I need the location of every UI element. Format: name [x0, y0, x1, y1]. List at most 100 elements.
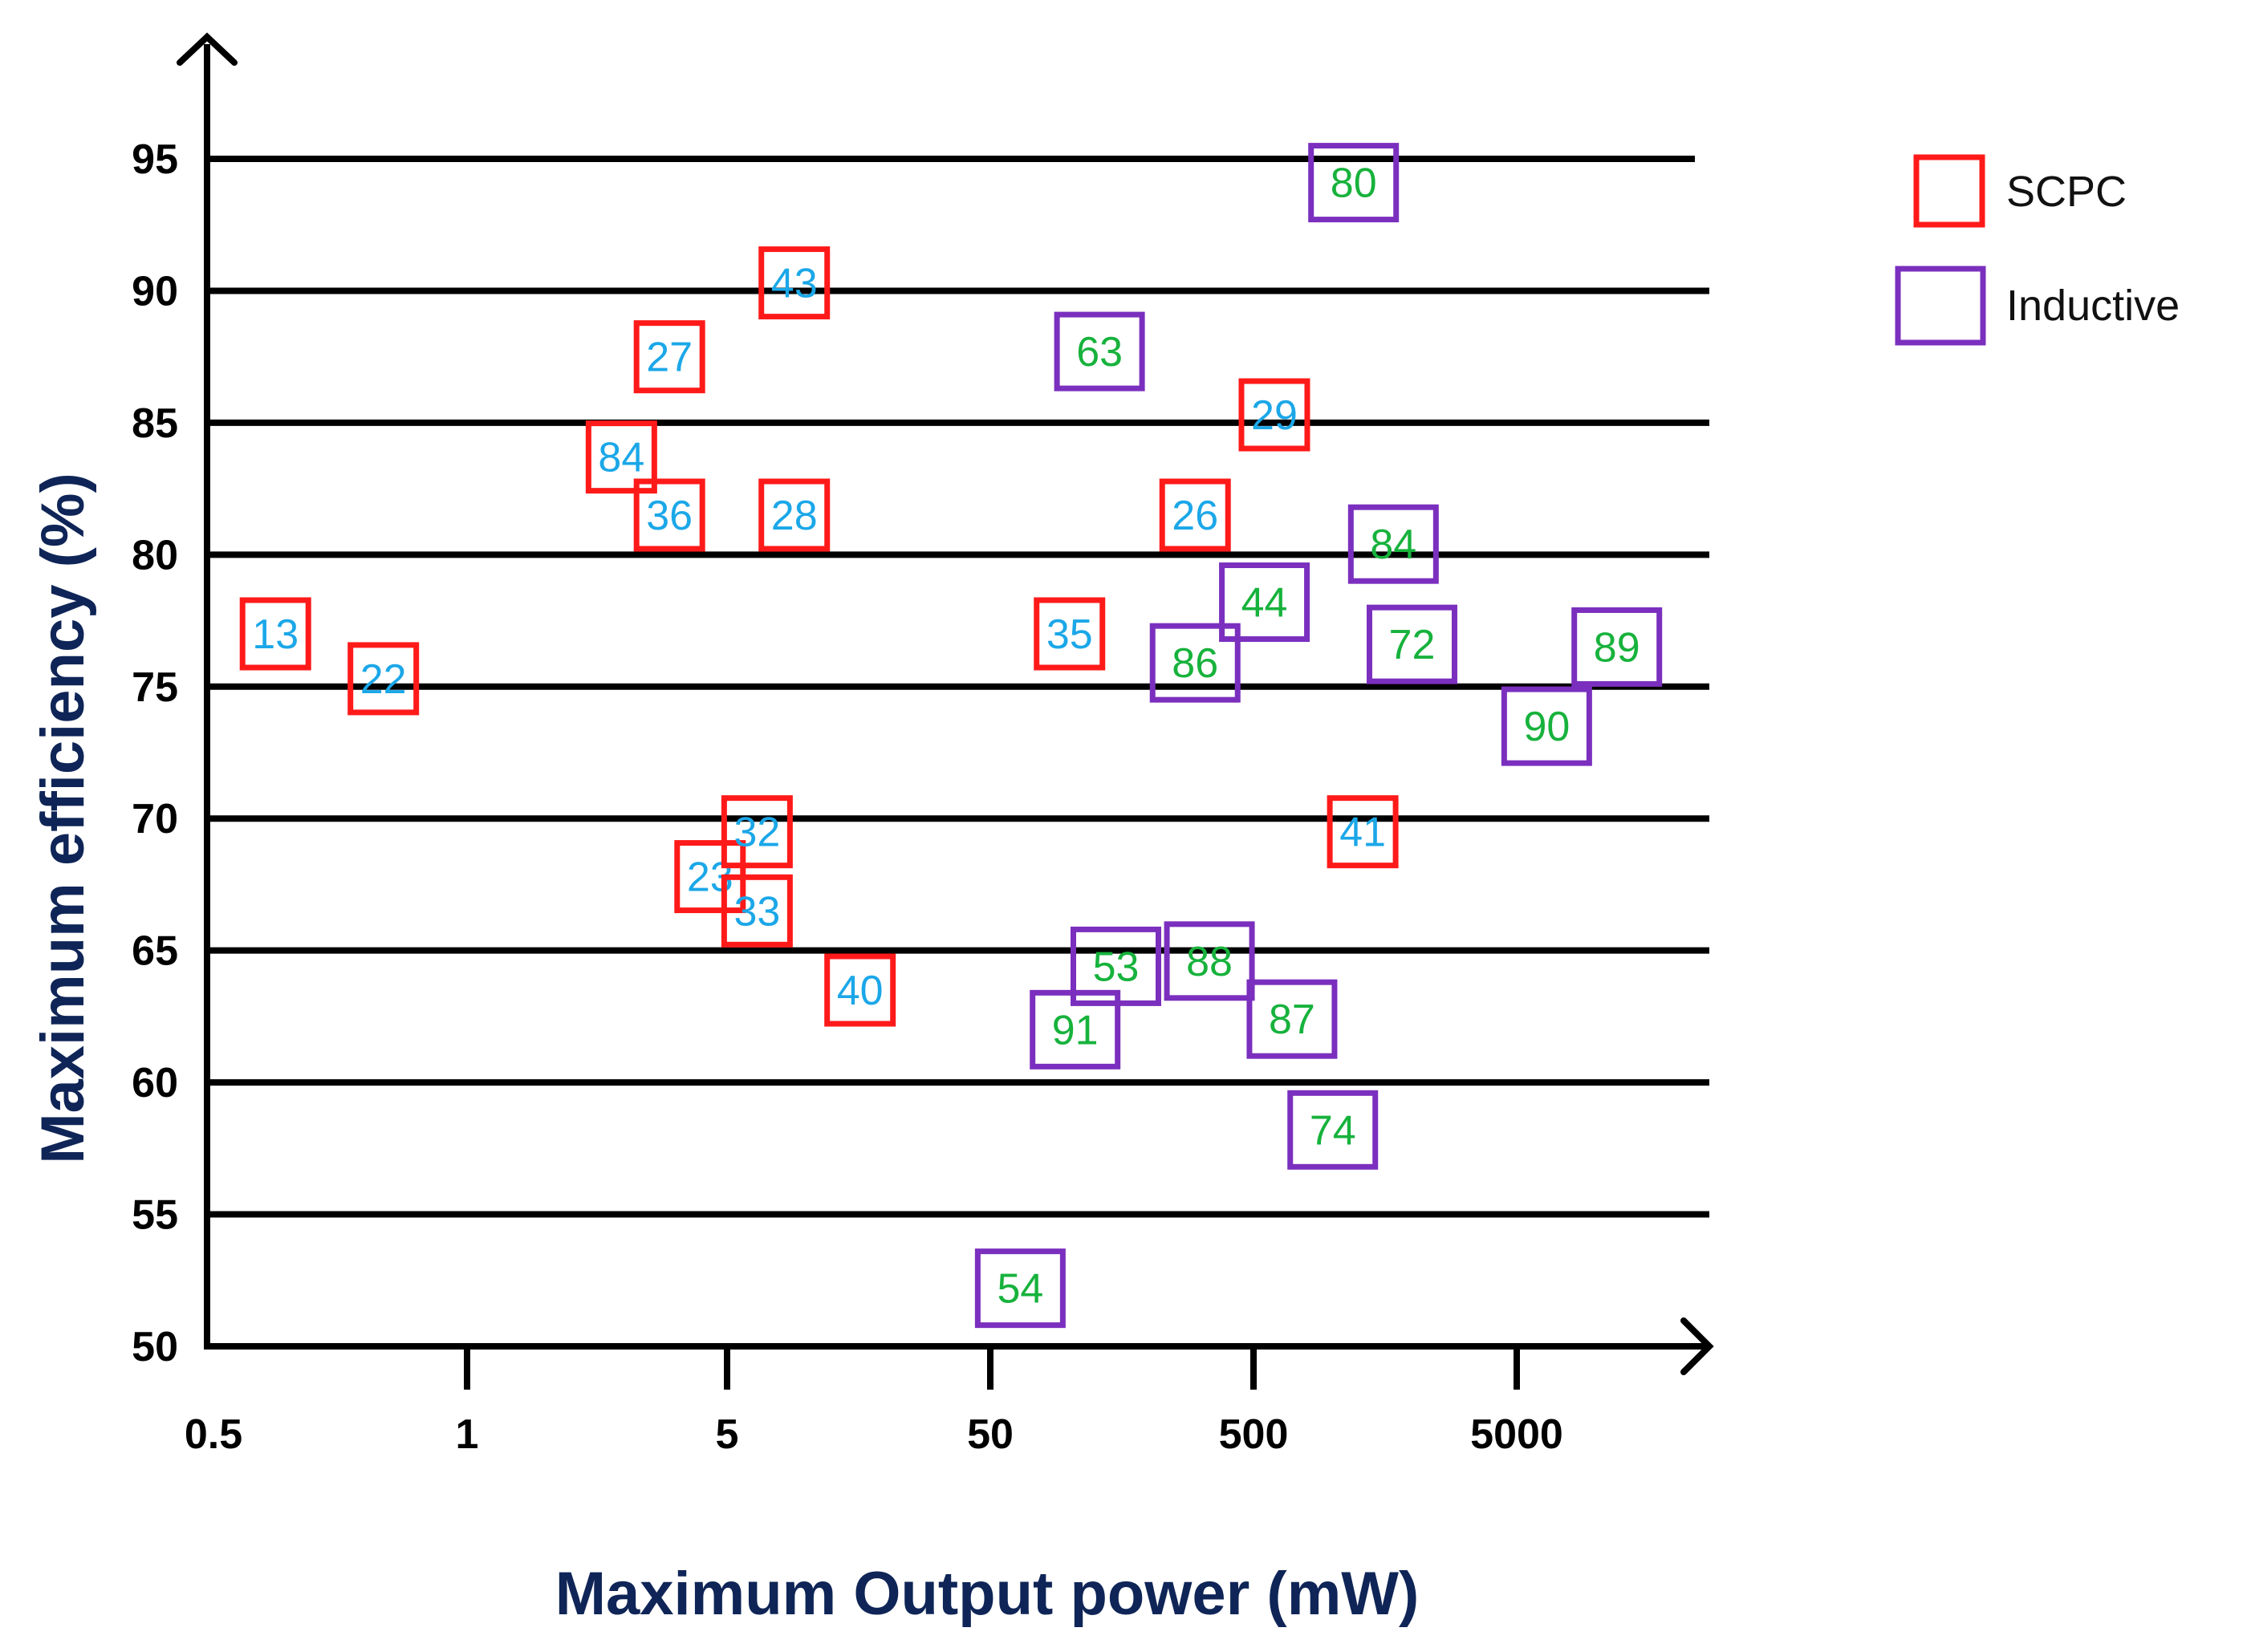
point-marker	[1347, 504, 1439, 584]
point-label: 41	[1339, 810, 1386, 856]
scpc-point: 36	[633, 478, 705, 552]
point-marker	[1246, 979, 1338, 1059]
inductive-point: 44	[1219, 562, 1310, 643]
point-label: 13	[252, 611, 299, 658]
inductive-point: 63	[1054, 311, 1145, 392]
point-marker	[1159, 478, 1231, 552]
inductive-point: 91	[1030, 989, 1121, 1070]
point-label: 29	[1251, 392, 1298, 439]
point-label: 89	[1594, 624, 1640, 671]
point-marker	[1327, 795, 1399, 869]
point-label: 53	[1093, 944, 1140, 990]
point-marker	[974, 1248, 1066, 1329]
point-label: 86	[1172, 640, 1218, 687]
point-marker	[1571, 607, 1663, 687]
scpc-point: 28	[758, 478, 831, 552]
point-label: 84	[598, 435, 644, 481]
inductive-point: 89	[1571, 607, 1663, 687]
point-label: 88	[1186, 939, 1233, 985]
legend-marker-scpc	[1913, 154, 1985, 228]
point-label: 72	[1389, 622, 1436, 668]
point-marker	[1308, 143, 1400, 223]
point-label: 26	[1172, 493, 1218, 539]
point-label: 84	[1370, 522, 1416, 568]
x-tick-label: 50	[967, 1411, 1014, 1458]
x-axis-arrow	[1680, 1317, 1714, 1375]
inductive-point: 87	[1246, 979, 1338, 1059]
inductive-point: 74	[1287, 1090, 1379, 1170]
point-label: 87	[1269, 996, 1315, 1043]
y-tick-label: 55	[132, 1192, 178, 1239]
y-axis-arrow	[177, 32, 238, 66]
x-tick-label: 5	[716, 1411, 739, 1458]
point-label: 90	[1523, 704, 1570, 750]
y-tick-label: 65	[132, 928, 178, 975]
y-tick-label: 95	[132, 136, 178, 183]
x-tick-label: 5000	[1470, 1411, 1563, 1458]
scpc-point: 40	[824, 953, 896, 1027]
scpc-point: 84	[585, 420, 657, 494]
inductive-point: 90	[1501, 686, 1592, 766]
scpc-point: 13	[239, 597, 311, 671]
point-marker	[347, 642, 420, 716]
inductive-point: 86	[1149, 623, 1241, 703]
point-label: 43	[771, 261, 818, 307]
point-marker	[721, 874, 793, 948]
point-marker	[1287, 1090, 1379, 1170]
x-tick-label: 1	[456, 1411, 479, 1458]
point-label: 35	[1046, 611, 1093, 658]
inductive-point: 72	[1366, 604, 1457, 684]
inductive-point: 54	[974, 1248, 1066, 1329]
legend-label: SCPC	[2006, 168, 2127, 216]
y-tick-label: 80	[132, 532, 178, 578]
scpc-point: 32	[721, 795, 793, 869]
scpc-point: 43	[758, 246, 831, 320]
y-tick-labels: 50 55 60 65 70 75 80 85 90 95	[132, 136, 178, 1370]
point-marker	[1501, 686, 1592, 766]
point-label: 63	[1076, 329, 1123, 375]
axes	[177, 32, 1714, 1375]
y-axis-title: Maximum efficiency (%)	[29, 473, 97, 1164]
point-label: 44	[1241, 580, 1288, 627]
inductive-point: 88	[1164, 921, 1255, 1001]
point-label: 28	[771, 493, 818, 539]
scpc-point: 33	[721, 874, 793, 948]
point-marker	[585, 420, 657, 494]
point-marker	[721, 795, 793, 869]
point-label: 32	[733, 810, 780, 856]
point-marker	[1366, 604, 1457, 684]
inductive-point: 53	[1070, 926, 1161, 1006]
point-marker	[1238, 378, 1310, 452]
scpc-point: 29	[1238, 378, 1310, 452]
scpc-point: 22	[347, 642, 420, 716]
scpc-point: 35	[1034, 597, 1106, 671]
point-label: 80	[1331, 160, 1377, 207]
point-label: 74	[1310, 1107, 1356, 1154]
x-tick-labels: 0.5 1 5 50 500 5000	[185, 1346, 1563, 1458]
y-tick-label: 85	[132, 400, 178, 447]
point-marker	[1164, 921, 1255, 1001]
point-marker	[1054, 311, 1145, 392]
y-tick-label: 75	[132, 664, 178, 711]
y-tick-label: 70	[132, 796, 178, 842]
y-tick-label: 50	[132, 1324, 178, 1370]
point-marker	[633, 320, 705, 394]
gridlines	[207, 156, 1709, 1218]
x-tick-label: 500	[1219, 1411, 1289, 1458]
point-label: 91	[1052, 1007, 1099, 1053]
point-marker	[633, 478, 705, 552]
x-axis-title: Maximum Output power (mW)	[555, 1560, 1420, 1628]
point-marker	[1034, 597, 1106, 671]
scpc-point: 27	[633, 320, 705, 394]
y-tick-label: 60	[132, 1060, 178, 1106]
legend-marker-inductive	[1895, 266, 1986, 346]
point-label: 22	[360, 656, 407, 703]
point-marker	[1219, 562, 1310, 643]
scpc-point: 41	[1327, 795, 1399, 869]
inductive-point: 80	[1308, 143, 1400, 223]
legend: SCPC Inductive	[1895, 154, 2180, 346]
point-marker	[824, 953, 896, 1027]
point-label: 27	[646, 335, 693, 381]
data-points: 1322842736233233432840352629418063844486…	[239, 143, 1663, 1329]
